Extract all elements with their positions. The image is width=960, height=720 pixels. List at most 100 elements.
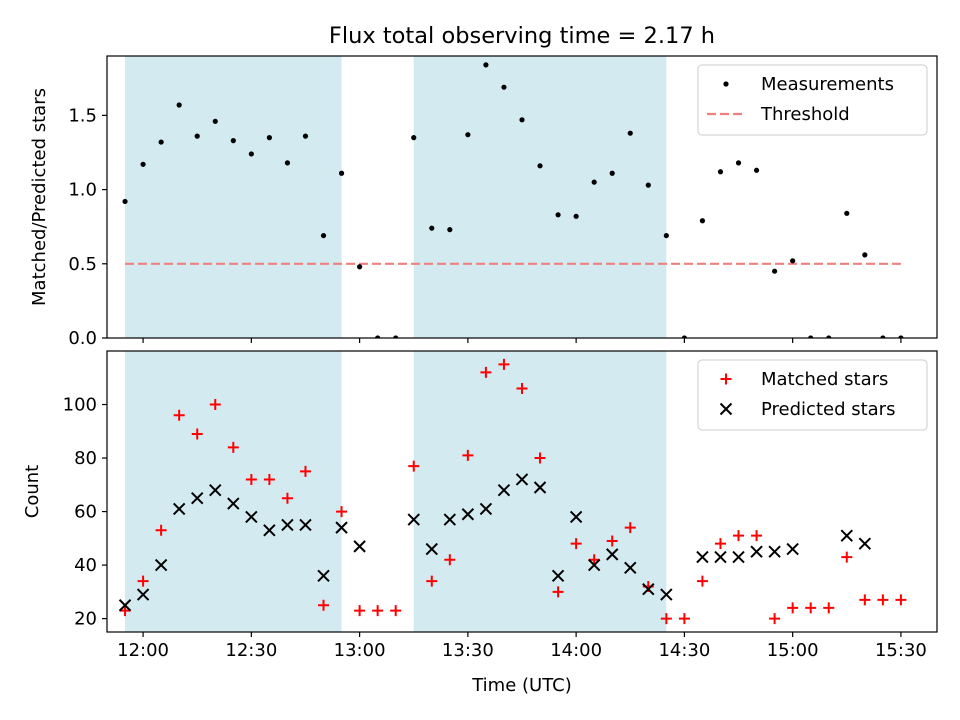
- data-point: [191, 428, 203, 440]
- data-point: [681, 335, 687, 338]
- data-point: [696, 575, 708, 587]
- data-point: [443, 513, 457, 526]
- data-point: [642, 582, 655, 596]
- data-point: [534, 452, 546, 464]
- data-point: [753, 167, 760, 173]
- data-point: [735, 160, 742, 166]
- data-point: [569, 510, 583, 524]
- data-point: [338, 170, 345, 176]
- count-panel: 12:00 12:30 13:00 13:30 14:00 14:30 15:00 15:30…: [22, 350, 938, 696]
- axes-frame: [106, 350, 938, 633]
- data-point: [823, 602, 835, 614]
- data-point: [552, 586, 564, 598]
- y-tick-label: 20: [74, 609, 97, 630]
- data-point: [516, 382, 528, 394]
- data-point: [209, 483, 222, 497]
- data-point: [696, 550, 709, 564]
- data-point: [465, 132, 471, 138]
- data-point: [408, 460, 420, 472]
- data-point: [227, 497, 240, 510]
- data-point: [426, 575, 438, 587]
- data-point: [501, 84, 507, 90]
- data-point: [790, 258, 796, 264]
- data-point: [281, 492, 293, 504]
- y-tick-label: 0.5: [68, 254, 97, 275]
- shaded-interval-2: [413, 56, 667, 338]
- y-tick-label: 100: [63, 395, 97, 416]
- data-point: [678, 613, 690, 625]
- data-point: [537, 163, 543, 169]
- data-point: [627, 130, 633, 136]
- data-point: [858, 537, 872, 550]
- shaded-interval-1: [125, 56, 342, 338]
- data-point: [302, 133, 309, 139]
- data-point: [751, 530, 763, 542]
- legend-label: Measurements: [761, 74, 894, 95]
- data-point: [212, 118, 218, 124]
- legend-marker: [723, 81, 729, 87]
- data-point: [717, 169, 724, 175]
- data-point: [609, 170, 615, 176]
- ratio-panel: 0.0 0.5 1.0 1.5 Matched/Predicted stars Measu…: [29, 55, 938, 349]
- data-point: [461, 508, 475, 521]
- x-tick-label: 12:30: [225, 640, 277, 661]
- data-point: [772, 268, 778, 274]
- data-point: [877, 594, 889, 606]
- data-point: [570, 538, 582, 550]
- data-point: [390, 605, 402, 617]
- y-tick-label: 80: [74, 448, 97, 469]
- data-point: [227, 441, 239, 453]
- data-point: [732, 550, 745, 564]
- data-point: [588, 554, 600, 566]
- x-tick-label: 13:30: [442, 640, 494, 661]
- data-point: [895, 594, 907, 606]
- x-tick-label: 15:30: [875, 640, 927, 661]
- data-point: [353, 540, 366, 553]
- y-tick-label: 0.0: [68, 328, 97, 349]
- x-tick-label: 14:00: [550, 640, 602, 661]
- data-point: [318, 599, 330, 611]
- data-point: [483, 62, 489, 68]
- legend-label: Predicted stars: [761, 399, 895, 420]
- y-tick-label: 40: [74, 555, 97, 576]
- data-point: [158, 139, 164, 145]
- x-tick-label: 15:00: [767, 640, 819, 661]
- data-point: [372, 605, 384, 617]
- data-point: [266, 135, 272, 141]
- data-point: [750, 545, 763, 558]
- data-point: [354, 605, 366, 617]
- y-tick-label: 1.5: [68, 105, 97, 126]
- data-point: [826, 335, 832, 338]
- y-axis-label: Count: [22, 465, 43, 518]
- data-point: [660, 588, 673, 601]
- x-axis-label: Time (UTC): [471, 675, 572, 696]
- data-point: [805, 602, 817, 614]
- data-point: [859, 594, 871, 606]
- data-point: [230, 138, 236, 144]
- data-point: [119, 605, 131, 617]
- data-point: [154, 558, 168, 572]
- data-point: [429, 225, 435, 231]
- data-point: [808, 335, 814, 338]
- data-point: [587, 558, 601, 572]
- data-point: [299, 518, 312, 532]
- data-point: [263, 524, 276, 537]
- data-point: [284, 160, 291, 166]
- data-point: [462, 449, 474, 461]
- data-point: [335, 521, 348, 534]
- data-point: [844, 210, 850, 216]
- data-point: [880, 335, 886, 338]
- x-tick-label: 14:30: [658, 640, 710, 661]
- data-point: [480, 366, 492, 378]
- data-point: [699, 218, 706, 224]
- data-point: [555, 212, 561, 218]
- data-point: [733, 530, 745, 542]
- data-point: [155, 524, 167, 536]
- data-point: [624, 561, 637, 574]
- data-point: [118, 599, 132, 612]
- legend: Matched stars Predicted stars: [697, 359, 928, 431]
- data-point: [551, 569, 565, 583]
- data-point: [407, 513, 420, 526]
- data-point: [519, 117, 525, 123]
- legend: Measurements Threshold: [697, 64, 928, 136]
